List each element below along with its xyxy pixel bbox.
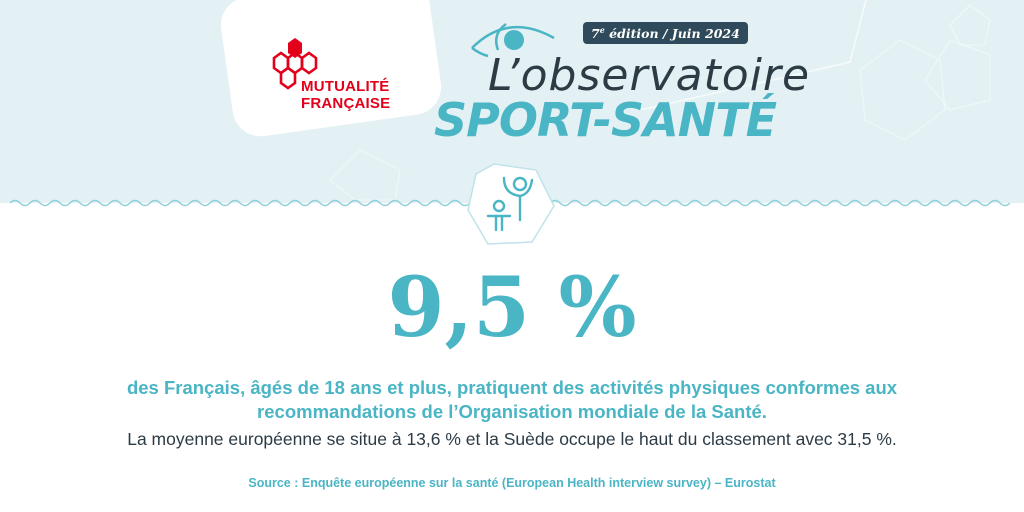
logo-line-1: MUTUALITÉ <box>301 78 390 95</box>
main-statistic: 9,5 % <box>387 260 637 356</box>
statistic-description: des Français, âgés de 18 ans et plus, pr… <box>0 376 1024 424</box>
description-line-1: des Français, âgés de 18 ans et plus, pr… <box>126 377 898 398</box>
european-comparison: La moyenne européenne se situe à 13,6 % … <box>127 429 897 449</box>
edition-suffix: e <box>599 25 605 35</box>
eye-icon <box>471 22 555 58</box>
title-observatoire: L’observatoire <box>488 50 811 101</box>
description-line-2: recommandations de l’Organisation mondia… <box>257 401 767 422</box>
edition-number: 7 <box>591 26 600 42</box>
source-note: Source : Enquête européenne sur la santé… <box>248 476 776 490</box>
mutualite-hexagon-logo-icon <box>272 38 318 90</box>
logo-line-2: FRANÇAISE <box>301 95 391 112</box>
adult-child-activity-icon <box>467 163 555 245</box>
edition-text: édition / Juin 2024 <box>604 26 740 42</box>
edition-badge: 7e édition / Juin 2024 <box>583 22 748 45</box>
title-sport-sante: SPORT-SANTÉ <box>434 93 777 147</box>
brand-logo-text: MUTUALITÉ FRANÇAISE <box>301 78 390 112</box>
